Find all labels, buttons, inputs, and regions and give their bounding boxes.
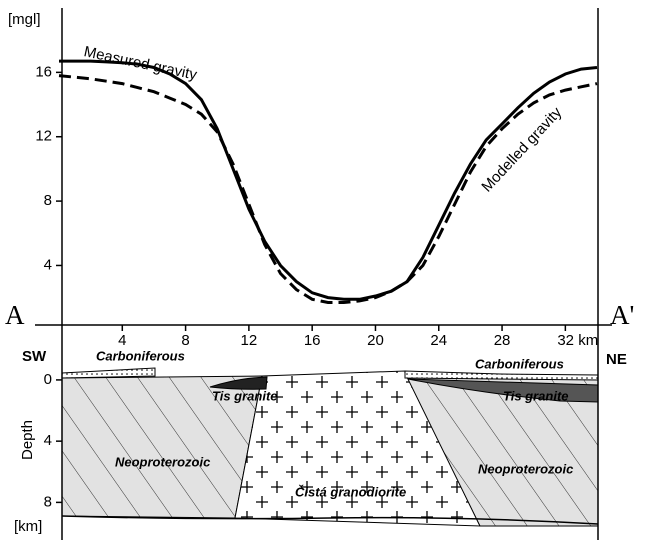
depth-tick-label: 4 [44, 432, 52, 449]
page: [mgl] A A' Measured gravity Modelled gra… [0, 0, 645, 540]
chart: [mgl] A A' Measured gravity Modelled gra… [0, 0, 645, 540]
y-tick-label: 8 [44, 192, 52, 209]
unit-label: Tis granite [503, 388, 569, 403]
unit-label: Carboniferous [475, 356, 564, 371]
unit-label: Carboniferous [96, 348, 185, 363]
y-tick-label: 4 [44, 256, 52, 273]
ne-label: NE [606, 351, 627, 368]
y-label: [mgl] [8, 11, 41, 28]
x-tick-label: 8 [181, 332, 189, 349]
x-tick-label: 24 [430, 332, 447, 349]
marker-a-prime: A' [610, 300, 634, 330]
unit-label: Neoproterozoic [478, 461, 574, 476]
depth-unit: [km] [14, 518, 42, 535]
sw-label: SW [22, 348, 47, 365]
unit-label: Neoproterozoic [115, 454, 211, 469]
depth-tick-label: 8 [44, 493, 52, 510]
depth-label: Depth [19, 420, 36, 460]
carboniferous-left [62, 368, 155, 378]
carboniferous-right [405, 371, 598, 380]
x-tick-label: 28 [494, 332, 511, 349]
depth-tick-label: 0 [44, 371, 52, 388]
unit-label: Čistá granodiorite [295, 484, 406, 499]
y-tick-label: 16 [35, 63, 52, 80]
x-tick-label: 20 [367, 332, 384, 349]
y-tick-label: 12 [35, 128, 52, 145]
gravity-line [59, 61, 597, 299]
x-tick-label: 32 km [557, 332, 598, 349]
marker-a: A [5, 300, 25, 330]
x-tick-label: 16 [304, 332, 321, 349]
x-tick-label: 4 [118, 332, 126, 349]
x-tick-label: 12 [241, 332, 258, 349]
unit-label: Tis granite [212, 388, 278, 403]
series-label: Modelled gravity [478, 104, 565, 196]
